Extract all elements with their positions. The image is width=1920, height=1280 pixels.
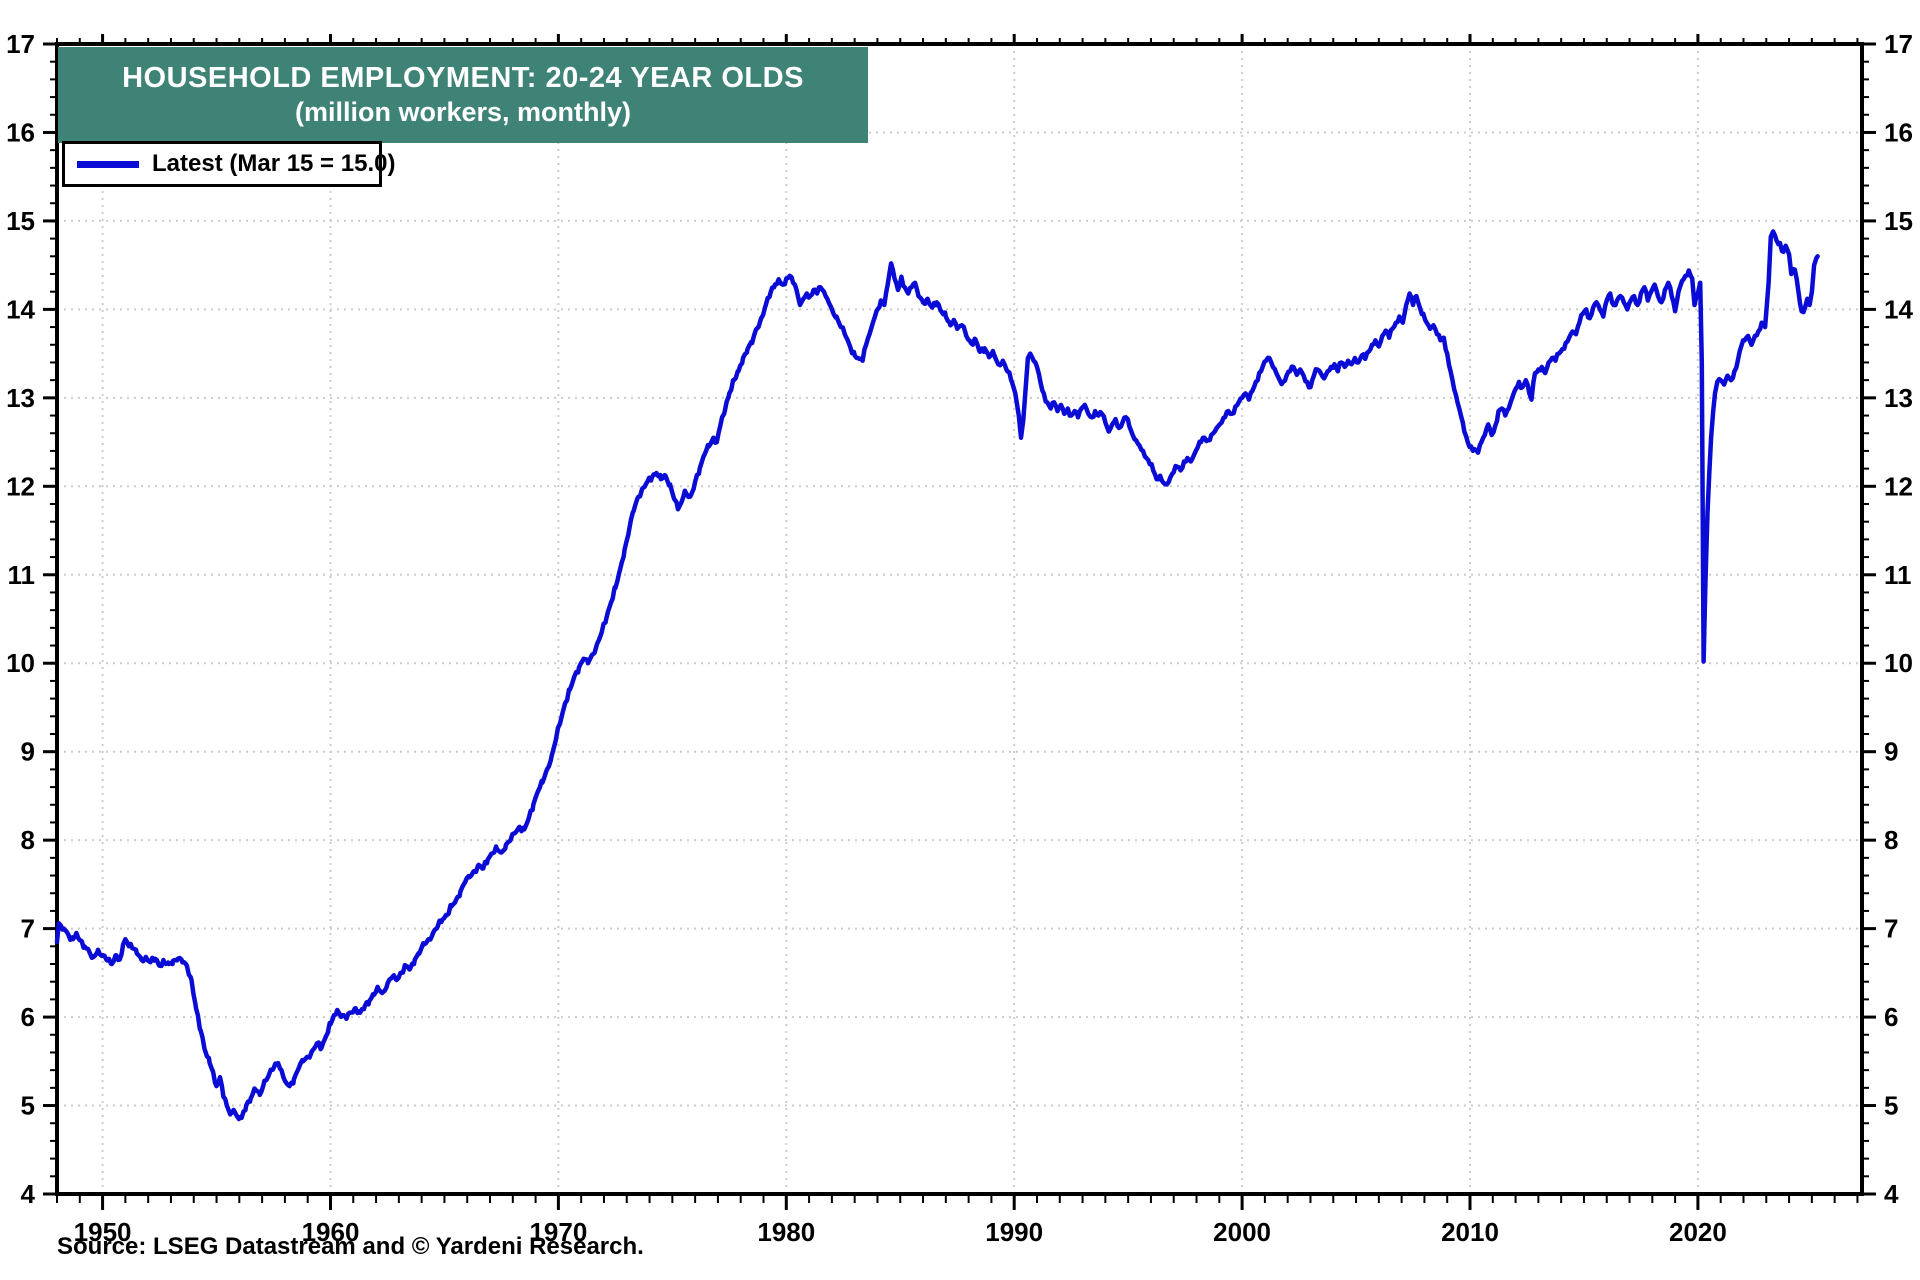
plot-border (55, 42, 1864, 1196)
y-axis-label-right: 6 (1884, 1002, 1898, 1032)
y-axis-label-right: 17 (1884, 29, 1913, 59)
x-axis-label: 1980 (757, 1217, 815, 1247)
y-axis-label-left: 12 (6, 471, 35, 501)
data-line (54, 229, 1820, 1122)
y-axis-label-left: 8 (21, 825, 35, 855)
y-axis-label-right: 16 (1884, 117, 1913, 147)
y-axis-label-left: 15 (6, 206, 35, 236)
y-axis-label-left: 11 (8, 560, 36, 590)
y-axis-label-right: 9 (1884, 737, 1898, 767)
y-axis-label-right: 5 (1884, 1091, 1898, 1121)
x-axis-label: 2010 (1441, 1217, 1499, 1247)
y-axis-label-left: 13 (6, 383, 35, 413)
y-axis-label-right: 12 (1884, 471, 1913, 501)
x-axis-label: 2020 (1669, 1217, 1727, 1247)
y-axis-label-right: 7 (1884, 914, 1898, 944)
y-axis-label-left: 14 (6, 294, 35, 324)
y-axis-label-right: 11 (1884, 560, 1912, 590)
legend: Latest (Mar 15 = 15.0) (62, 141, 395, 187)
y-axis-label-left: 17 (6, 29, 35, 59)
legend-label: Latest (Mar 15 = 15.0) (152, 150, 396, 177)
y-axis-label-right: 4 (1884, 1179, 1899, 1209)
y-axis-label-left: 5 (21, 1091, 35, 1121)
legend-line-swatch (77, 160, 139, 168)
y-axis-label-right: 13 (1884, 383, 1913, 413)
y-axis-label-left: 10 (6, 648, 35, 678)
x-axis-label: 1950 (74, 1217, 132, 1247)
y-axis-label-right: 8 (1884, 825, 1898, 855)
y-axis-label-left: 6 (21, 1002, 35, 1032)
chart-title: HOUSEHOLD EMPLOYMENT: 20-24 YEAR OLDS (122, 62, 804, 94)
x-axis-label: 2000 (1213, 1217, 1271, 1247)
source-attribution: Source: LSEG Datastream and © Yardeni Re… (57, 1233, 644, 1260)
x-axis-label: 1960 (302, 1217, 360, 1247)
chart-title-box: HOUSEHOLD EMPLOYMENT: 20-24 YEAR OLDS (m… (58, 47, 868, 143)
y-axis-label-right: 10 (1884, 648, 1913, 678)
y-axis-label-left: 16 (6, 117, 35, 147)
y-axis-label-left: 4 (21, 1179, 36, 1209)
y-axis-label-right: 15 (1884, 206, 1913, 236)
y-axis-label-right: 14 (1884, 294, 1913, 324)
y-axis-label-left: 9 (21, 737, 35, 767)
y-axis-label-left: 7 (21, 914, 35, 944)
x-axis-label: 1970 (529, 1217, 587, 1247)
x-axis-label: 1990 (985, 1217, 1043, 1247)
chart-subtitle: (million workers, monthly) (294, 97, 632, 128)
